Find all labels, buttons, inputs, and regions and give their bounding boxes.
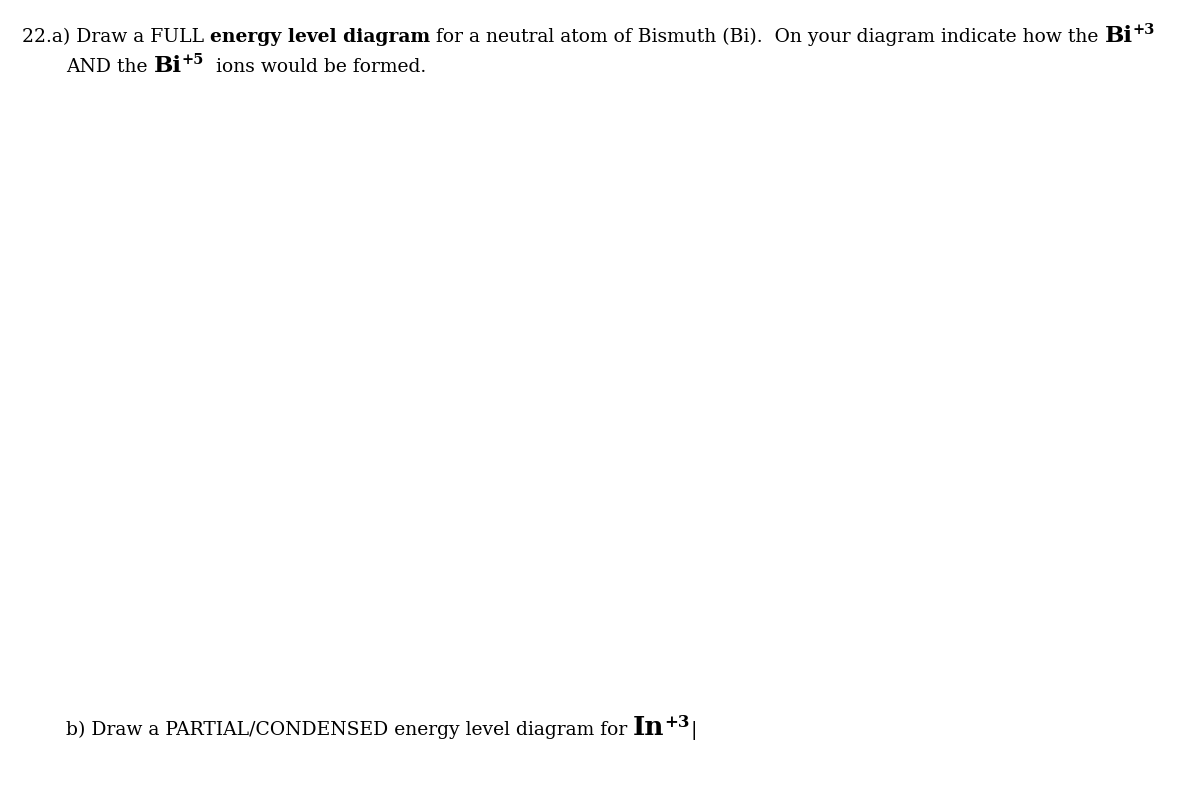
Text: b) Draw a PARTIAL/CONDENSED energy level diagram for: b) Draw a PARTIAL/CONDENSED energy level… <box>66 721 634 739</box>
Text: |: | <box>690 721 697 740</box>
Text: In: In <box>634 715 665 740</box>
Text: Bi: Bi <box>154 55 181 77</box>
Text: +5: +5 <box>181 53 204 67</box>
Text: +3: +3 <box>665 714 690 731</box>
Text: 22.a) Draw a FULL: 22.a) Draw a FULL <box>22 28 210 46</box>
Text: for a neutral atom of Bismuth (Bi).  On your diagram indicate how the: for a neutral atom of Bismuth (Bi). On y… <box>431 27 1105 46</box>
Text: Bi: Bi <box>1105 25 1133 47</box>
Text: +3: +3 <box>1133 23 1154 37</box>
Text: energy level diagram: energy level diagram <box>210 28 431 46</box>
Text: ions would be formed.: ions would be formed. <box>204 58 426 76</box>
Text: AND the: AND the <box>66 58 154 76</box>
